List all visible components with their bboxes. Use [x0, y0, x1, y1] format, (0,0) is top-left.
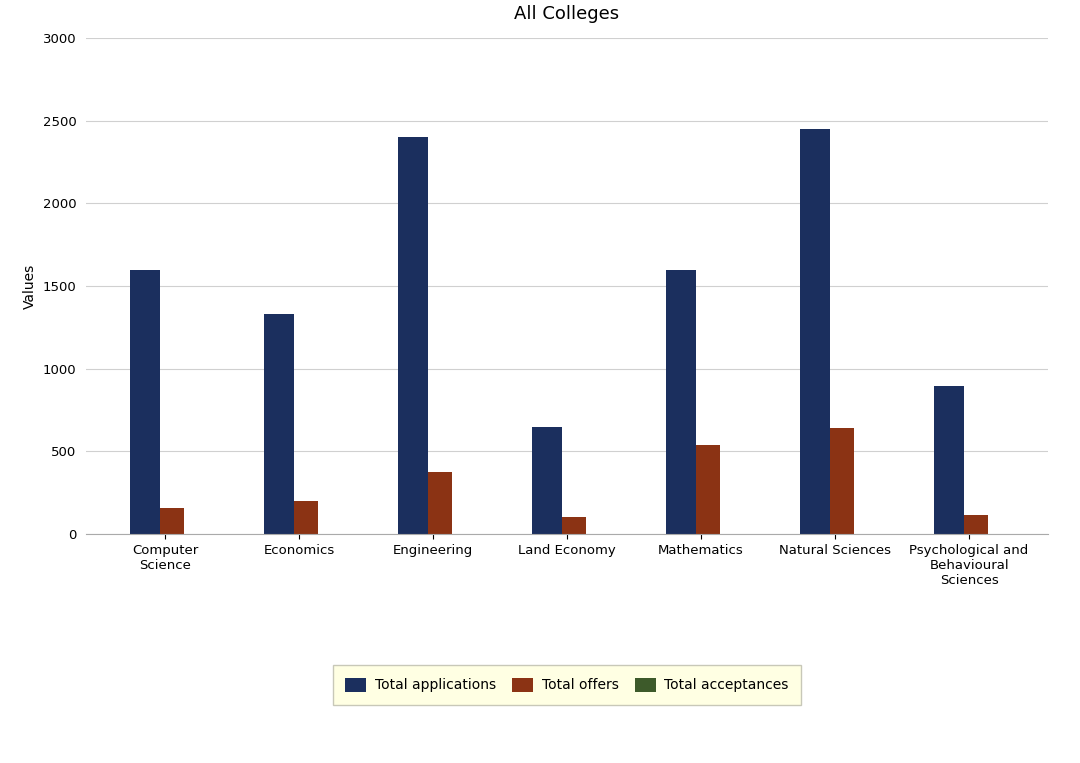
Bar — [829, 428, 854, 534]
Legend: Total applications, Total offers, Total acceptances: Total applications, Total offers, Total … — [333, 665, 801, 705]
Y-axis label: Values: Values — [24, 263, 38, 309]
Bar — [696, 445, 719, 534]
Bar — [963, 515, 988, 534]
Bar — [532, 427, 562, 534]
Bar — [934, 386, 963, 534]
Bar — [562, 517, 585, 534]
Bar — [666, 269, 696, 534]
Bar — [294, 501, 318, 534]
Bar — [399, 137, 428, 534]
Bar — [160, 507, 184, 534]
Bar — [800, 129, 829, 534]
Title: All Colleges: All Colleges — [514, 5, 620, 23]
Bar — [428, 472, 451, 534]
Bar — [265, 314, 294, 534]
Bar — [130, 269, 160, 534]
